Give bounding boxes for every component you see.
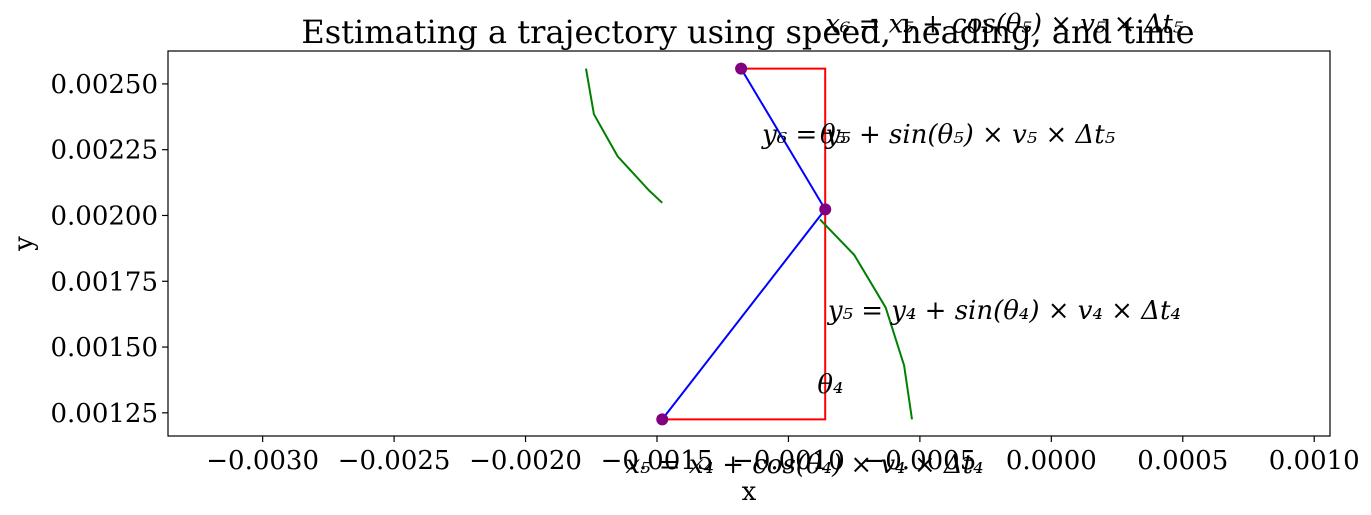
data-point (656, 413, 669, 426)
x-tick-label: 0.0010 (1269, 446, 1360, 476)
x-tick-label: 0.0005 (1137, 446, 1228, 476)
annotation-label: y₆ = y₅ + sin(θ₅) × v₅ × Δt₅ (761, 120, 1116, 150)
chart-title: Estimating a trajectory using speed, hea… (301, 13, 1194, 51)
annotation-label: θ₅ (820, 120, 847, 150)
heading-arc-4-line (819, 218, 913, 420)
y-axis-label: y (9, 236, 39, 252)
y-tick-label: 0.00200 (50, 201, 158, 231)
x-tick-label: −0.0015 (601, 446, 714, 476)
annotation-label: x₆ = x₅ + cos(θ₅) × v₅ × Δt₅ (825, 9, 1184, 39)
annotation-label: θ₄ (817, 370, 843, 400)
annotation-label: y₅ = y₄ + sin(θ₄) × v₄ × Δt₄ (827, 296, 1181, 326)
component-triangle-4-line (662, 209, 827, 421)
heading-arc-5-line (585, 68, 663, 204)
plot-layer (585, 62, 913, 426)
x-tick-label: −0.0025 (338, 446, 451, 476)
annotation-label: x₅ = x₄ + cos(θ₄) × v₄ × Δt₄ (625, 450, 983, 480)
x-tick-label: −0.0010 (732, 446, 845, 476)
annotation-layer: θ₄ θ₅ y₅ = y₄ + sin(θ₄) × v₄ × Δt₄ y₆ = y₅ … (625, 9, 1183, 480)
y-tick-label: 0.00250 (50, 70, 158, 100)
data-point (819, 203, 832, 216)
x-tick-label: −0.0020 (469, 446, 582, 476)
x-tick-label: −0.0005 (863, 446, 976, 476)
x-tick-label: −0.0030 (206, 446, 319, 476)
y-tick-label: 0.00225 (50, 136, 158, 166)
tick-layer: −0.0030 −0.0025 −0.0020 −0.0015 −0.0010 −0.00… (50, 70, 1359, 476)
x-axis-label: x (742, 477, 757, 507)
component-triangle-5-line (741, 67, 827, 210)
y-tick-label: 0.00175 (50, 267, 158, 297)
y-tick-label: 0.00125 (50, 399, 158, 429)
y-tick-label: 0.00150 (50, 333, 158, 363)
axes-layer (167, 50, 1331, 437)
x-tick-label: 0.0000 (1006, 446, 1097, 476)
data-point (735, 62, 748, 75)
plot-frame (167, 50, 1331, 437)
